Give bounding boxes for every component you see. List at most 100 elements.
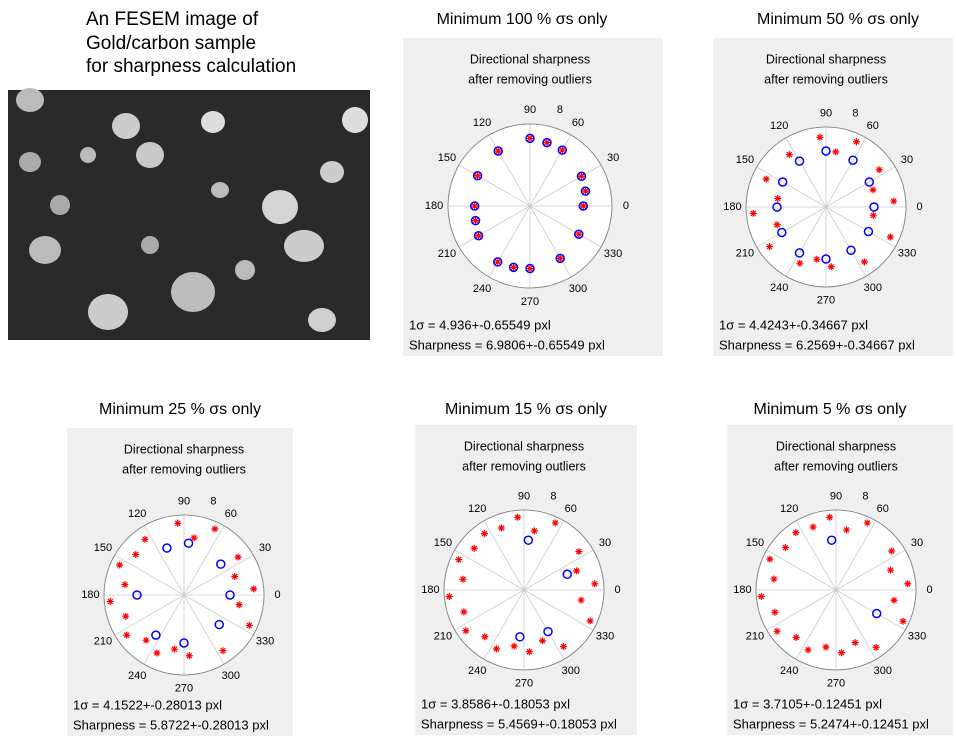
theta-tick-label: 240 (770, 282, 788, 294)
outlier-star (220, 647, 227, 654)
plot-title: Directional sharpness (470, 52, 590, 66)
figure: An FESEM image of Gold/carbon sample for… (0, 0, 956, 739)
plot-title: after removing outliers (764, 72, 888, 86)
r-tick-label: 8 (210, 495, 216, 507)
outlier-star (766, 243, 773, 250)
outlier-star (514, 514, 521, 521)
theta-tick-label: 330 (596, 631, 614, 643)
sigma-stat: 1σ = 4.4243+-0.34667 pxl (719, 317, 868, 332)
outlier-star (246, 622, 253, 629)
theta-tick-label: 300 (222, 670, 240, 682)
theta-tick-label: 60 (565, 503, 577, 515)
theta-tick-label: 150 (736, 154, 754, 166)
theta-tick-label: 270 (817, 295, 835, 307)
theta-tick-label: 120 (780, 503, 798, 515)
outlier-star (810, 524, 817, 531)
theta-tick-label: 330 (604, 248, 622, 260)
theta-tick-label: 30 (607, 152, 619, 164)
caption-line: for sharpness calculation (86, 56, 296, 77)
outlier-star (832, 148, 839, 155)
panel-heading: Minimum 15 % σs only (445, 401, 607, 418)
theta-tick-label: 0 (927, 584, 933, 596)
panel-heading: Minimum 100 % σs only (437, 11, 608, 28)
sigma-stat: 1σ = 4.1522+-0.28013 pxl (73, 697, 222, 712)
theta-tick-label: 270 (175, 683, 193, 695)
plot-title: after removing outliers (462, 459, 586, 473)
outlier-star (511, 643, 518, 650)
plot-title: Directional sharpness (124, 442, 244, 456)
panel-heading: Minimum 5 % σs only (753, 401, 906, 418)
theta-tick-label: 180 (421, 584, 439, 596)
plot-title: after removing outliers (468, 72, 592, 86)
plot-title: after removing outliers (774, 459, 898, 473)
sigma-stat: 1σ = 4.936+-0.65549 pxl (409, 317, 551, 332)
theta-tick-label: 0 (275, 589, 281, 601)
theta-tick-label: 240 (468, 665, 486, 677)
outlier-star (887, 234, 894, 241)
outlier-star (171, 646, 178, 653)
theta-tick-label: 0 (615, 584, 621, 596)
outlier-star (552, 519, 559, 526)
sigma-stat: 1σ = 3.8586+-0.18053 pxl (421, 696, 570, 711)
theta-tick-label: 90 (178, 495, 190, 507)
theta-tick-label: 0 (917, 201, 923, 213)
theta-tick-label: 300 (562, 665, 580, 677)
plot-title: Directional sharpness (776, 439, 896, 453)
outlier-star (122, 613, 129, 620)
theta-tick-label: 300 (874, 665, 892, 677)
theta-tick-label: 90 (518, 490, 530, 502)
plot-title: Directional sharpness (766, 52, 886, 66)
theta-tick-label: 270 (515, 678, 533, 690)
theta-tick-label: 60 (225, 508, 237, 520)
sharpness-stat: Sharpness = 5.8722+-0.28013 pxl (73, 717, 269, 732)
outlier-star (587, 617, 594, 624)
outlier-star (141, 536, 148, 543)
outlier-star (771, 609, 778, 616)
outlier-star (750, 210, 757, 217)
outlier-star (446, 593, 453, 600)
theta-tick-label: 180 (425, 200, 443, 212)
outlier-star (774, 221, 781, 228)
theta-tick-label: 210 (746, 631, 764, 643)
theta-tick-label: 300 (864, 282, 882, 294)
outlier-star (852, 639, 859, 646)
outlier-star (573, 567, 580, 574)
outlier-star (904, 580, 911, 587)
theta-tick-label: 60 (572, 117, 584, 129)
sigma-stat: 1σ = 3.7105+-0.12451 pxl (733, 696, 882, 711)
sharpness-stat: Sharpness = 6.9806+-0.65549 pxl (409, 337, 605, 352)
theta-tick-label: 330 (256, 636, 274, 648)
outlier-star (107, 598, 114, 605)
outlier-star (211, 525, 218, 532)
theta-tick-label: 240 (780, 665, 798, 677)
theta-tick-label: 150 (434, 537, 452, 549)
theta-tick-label: 120 (770, 120, 788, 132)
panel-heading: Minimum 50 % σs only (757, 11, 919, 28)
theta-tick-label: 0 (623, 200, 629, 212)
theta-tick-label: 210 (736, 248, 754, 260)
panel-heading: Minimum 25 % σs only (99, 401, 261, 418)
theta-tick-label: 240 (473, 283, 491, 295)
outlier-star (174, 520, 181, 527)
caption-line: Gold/carbon sample (86, 33, 256, 54)
theta-tick-label: 150 (746, 537, 764, 549)
outlier-star (186, 652, 193, 659)
theta-tick-label: 180 (81, 589, 99, 601)
theta-tick-label: 30 (259, 542, 271, 554)
outlier-star (853, 138, 860, 145)
theta-tick-label: 30 (911, 537, 923, 549)
outlier-star (758, 593, 765, 600)
outlier-star (578, 597, 585, 604)
theta-tick-label: 330 (908, 631, 926, 643)
outlier-star (876, 166, 883, 173)
theta-tick-label: 90 (524, 104, 536, 116)
outlier-star (132, 551, 139, 558)
outlier-star (575, 548, 582, 555)
theta-tick-label: 120 (128, 508, 146, 520)
outlier-star (766, 556, 773, 563)
outlier-star (900, 618, 907, 625)
outlier-star (121, 581, 128, 588)
outlier-star (864, 519, 871, 526)
sharpness-stat: Sharpness = 5.2474+-0.12451 pxl (733, 716, 929, 731)
theta-tick-label: 330 (898, 248, 916, 260)
